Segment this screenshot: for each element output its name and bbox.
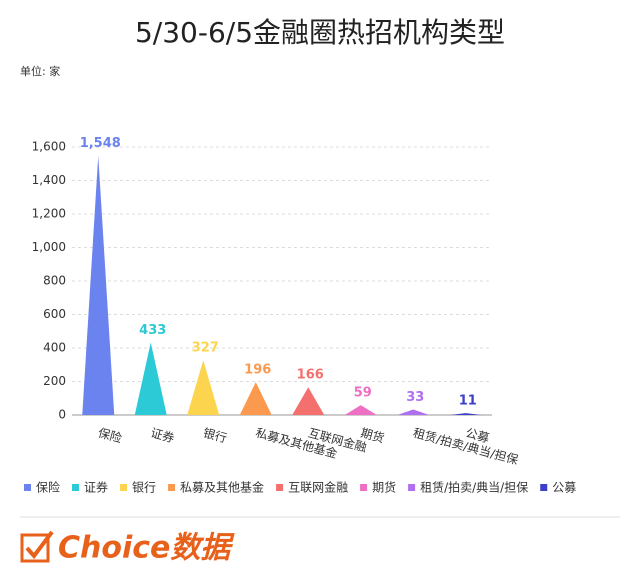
data-label: 433	[139, 323, 166, 338]
y-tick-label: 400	[43, 341, 66, 355]
unit-label: 单位: 家	[20, 64, 60, 78]
bar	[397, 409, 430, 415]
bar	[134, 342, 167, 415]
legend-swatch	[120, 484, 128, 491]
y-tick-label: 1,600	[32, 140, 66, 154]
legend-label: 保险	[36, 480, 60, 495]
y-tick-label: 1,000	[32, 240, 66, 254]
bar	[239, 382, 272, 415]
legend-label: 租赁/拍卖/典当/担保	[420, 480, 528, 495]
x-tick-label: 公募	[464, 426, 491, 446]
legend-label: 公募	[552, 481, 576, 495]
legend-swatch	[408, 484, 416, 491]
legend-label: 银行	[132, 481, 156, 495]
legend-swatch	[168, 484, 176, 491]
logo-check	[25, 530, 54, 560]
bar	[292, 387, 325, 415]
y-tick-label: 600	[43, 307, 66, 321]
legend-swatch	[24, 484, 31, 491]
x-tick-label: 证券	[149, 425, 176, 446]
data-label: 33	[406, 390, 424, 405]
legend-swatch	[360, 484, 368, 491]
legend-swatch	[72, 484, 80, 491]
data-label: 166	[297, 368, 324, 383]
y-tick-label: 0	[58, 408, 66, 422]
legend-swatch	[540, 484, 548, 491]
x-tick-label: 银行	[202, 426, 229, 446]
legend-label: 互联网金融	[288, 480, 348, 495]
legend-swatch	[276, 484, 284, 491]
bar	[449, 413, 482, 415]
legend-label: 私募及其他基金	[180, 480, 264, 495]
chart-title: 5/30-6/5金融圈热招机构类型	[135, 16, 505, 49]
data-label: 327	[192, 341, 219, 356]
y-tick-label: 1,400	[32, 173, 66, 187]
bar	[187, 360, 220, 415]
y-tick-label: 800	[43, 274, 66, 288]
bar	[344, 405, 377, 415]
data-label: 1,548	[80, 136, 121, 151]
x-tick-label: 期货	[359, 425, 386, 446]
data-label: 196	[244, 363, 271, 378]
data-label: 11	[459, 394, 477, 409]
brand: Choice数据	[58, 531, 235, 566]
data-label: 59	[354, 386, 372, 401]
logo-box	[20, 533, 50, 563]
legend-label: 证券	[84, 480, 108, 495]
x-tick-label: 保险	[97, 425, 124, 446]
legend-label: 期货	[372, 480, 396, 495]
bar	[82, 155, 115, 415]
y-tick-label: 1,200	[32, 207, 66, 221]
y-tick-label: 200	[43, 374, 66, 388]
